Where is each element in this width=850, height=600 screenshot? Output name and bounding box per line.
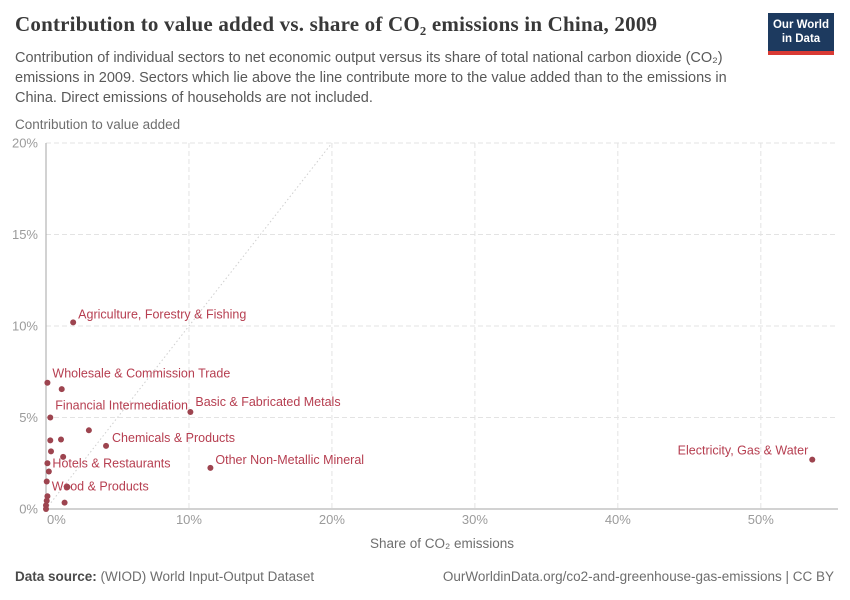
point-label-other-non-metallic-mineral: Other Non-Metallic Mineral (215, 453, 364, 467)
data-point-wholesale-commission-trade[interactable] (44, 379, 51, 386)
x-tick-50%: 50% (748, 512, 774, 527)
credit-link[interactable]: OurWorldinData.org/co2-and-greenhouse-ga… (442, 569, 834, 584)
x-tick-20%: 20% (319, 512, 345, 527)
data-point-basic-fabricated-metals[interactable] (187, 409, 194, 416)
data-point-wood-products[interactable] (43, 478, 50, 485)
y-tick-15%: 15% (12, 227, 38, 242)
x-tick-30%: 30% (462, 512, 488, 527)
x-tick-40%: 40% (605, 512, 631, 527)
data-point-unlabeled-10[interactable] (85, 427, 92, 434)
data-source-label: Data source: (15, 569, 97, 584)
data-point-unlabeled-19[interactable] (61, 499, 68, 506)
diagonal-parity-line (45, 142, 333, 510)
owid-logo-line2: in Data (781, 32, 821, 45)
x-tick-10%: 10% (176, 512, 202, 527)
data-point-unlabeled-16[interactable] (64, 484, 71, 491)
y-tick-0%: 0% (19, 502, 38, 517)
point-label-basic-fabricated-metals: Basic & Fabricated Metals (195, 395, 340, 409)
y-tick-5%: 5% (19, 410, 38, 425)
page-title: Contribution to value added vs. share of… (15, 12, 658, 36)
data-point-hotels-restaurants[interactable] (44, 460, 51, 467)
data-point-other-non-metallic-mineral[interactable] (207, 464, 214, 471)
point-label-electricity-gas-water: Electricity, Gas & Water (678, 444, 809, 458)
owid-logo-line1: Our World (772, 19, 829, 31)
x-tick-0%: 0% (47, 512, 66, 527)
data-point-agriculture-forestry-fishing[interactable] (70, 319, 77, 326)
data-point-electricity-gas-water[interactable] (809, 456, 816, 463)
data-point-financial-intermediation[interactable] (47, 414, 54, 421)
point-label-financial-intermediation: Financial Intermediation (55, 399, 188, 413)
point-label-hotels-restaurants: Hotels & Restaurants (52, 456, 170, 470)
y-tick-10%: 10% (12, 319, 38, 334)
data-point-unlabeled-12[interactable] (58, 436, 65, 443)
data-point-unlabeled-15[interactable] (45, 468, 52, 475)
data-point-unlabeled-17[interactable] (44, 493, 51, 500)
data-point-unlabeled-14[interactable] (60, 453, 67, 460)
point-label-agriculture-forestry-fishing: Agriculture, Forestry & Fishing (78, 307, 246, 321)
chart-subtitle: Contribution of individual sectors to ne… (15, 50, 727, 106)
x-axis-title: Share of CO₂ emissions (369, 536, 515, 551)
data-source-note: Data source: (WIOD) World Input-Output D… (15, 569, 314, 584)
data-point-unlabeled-13[interactable] (48, 448, 55, 455)
data-point-unlabeled-9[interactable] (58, 386, 65, 393)
data-point-unlabeled-11[interactable] (47, 437, 54, 444)
y-axis-title: Contribution to value added (15, 117, 181, 132)
data-point-unlabeled-18[interactable] (43, 497, 50, 504)
data-source-value: (WIOD) World Input-Output Dataset (96, 569, 315, 584)
data-point-chemicals-products[interactable] (103, 442, 110, 449)
owid-logo[interactable]: Our World in Data (768, 13, 834, 55)
point-label-chemicals-products: Chemicals & Products (112, 431, 235, 445)
y-tick-20%: 20% (12, 136, 38, 151)
data-point-unlabeled-21[interactable] (43, 506, 49, 512)
point-label-wholesale-commission-trade: Wholesale & Commission Trade (52, 367, 230, 381)
